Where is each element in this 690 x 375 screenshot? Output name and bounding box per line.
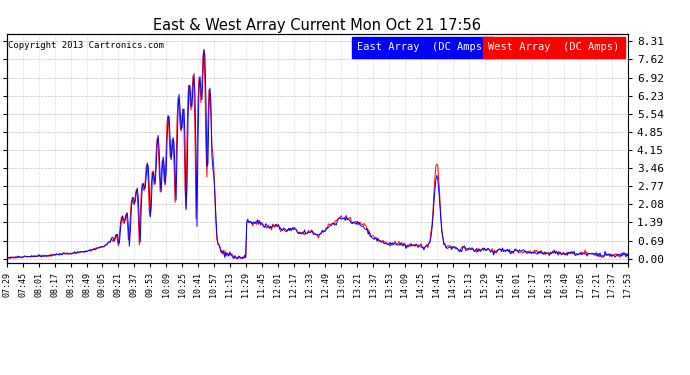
- Title: East & West Array Current Mon Oct 21 17:56: East & West Array Current Mon Oct 21 17:…: [153, 18, 482, 33]
- Text: Copyright 2013 Cartronics.com: Copyright 2013 Cartronics.com: [8, 40, 164, 50]
- Legend: East Array  (DC Amps), West Array  (DC Amps): East Array (DC Amps), West Array (DC Amp…: [354, 39, 622, 55]
